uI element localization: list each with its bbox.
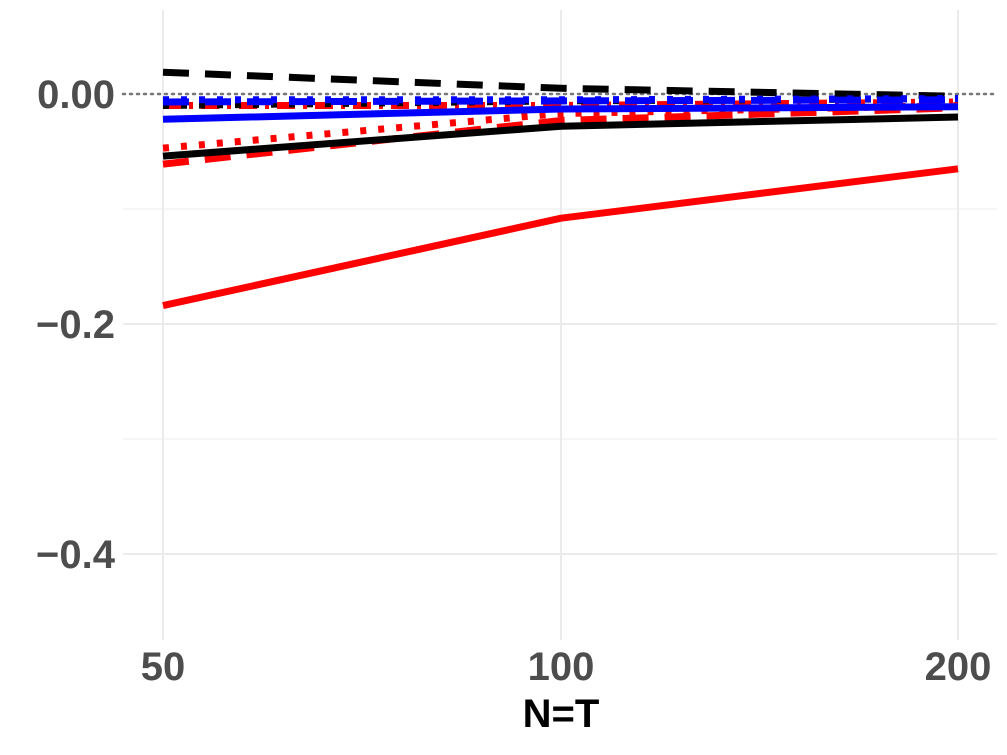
series-line-6 <box>162 68 959 100</box>
y-tick-label: −0.4 <box>36 533 116 577</box>
x-tick-label: 200 <box>925 645 992 689</box>
series-line-5 <box>162 113 959 160</box>
series-line-3 <box>162 102 959 152</box>
x-tick-label: 50 <box>141 645 186 689</box>
series-line-4 <box>163 98 959 109</box>
series-line-1 <box>162 165 959 310</box>
y-tick-label: −0.2 <box>36 303 115 347</box>
x-tick-label: 100 <box>528 645 595 689</box>
x-tick-labels: 50 100 200 <box>141 645 992 689</box>
y-tick-labels: 0.00 −0.2 −0.4 <box>36 73 116 577</box>
y-tick-label: 0.00 <box>37 73 115 117</box>
series-lines <box>162 68 959 310</box>
series-line-10 <box>163 95 959 104</box>
series-line-8 <box>162 103 959 123</box>
x-axis-title: N=T <box>523 692 600 736</box>
